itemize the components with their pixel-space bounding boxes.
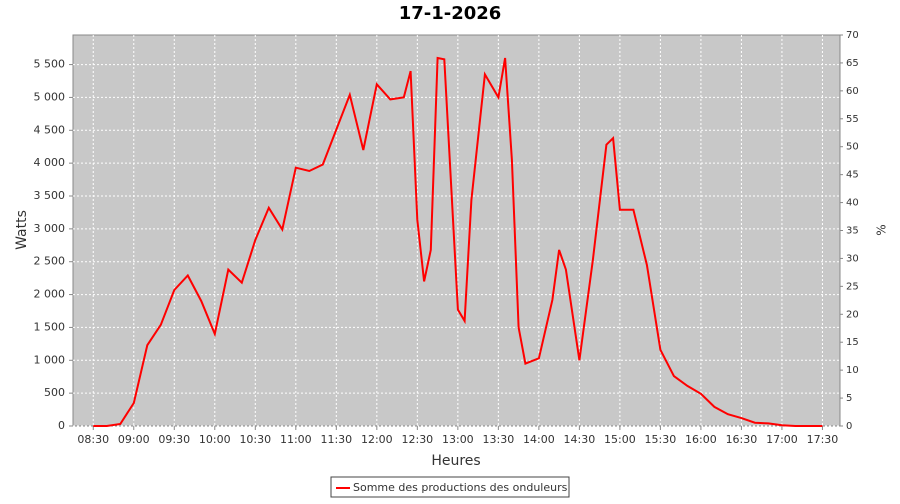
y2-tick-label: 50 <box>846 142 859 153</box>
x-tick-label: 10:00 <box>199 433 231 446</box>
x-tick-label: 13:30 <box>483 433 515 446</box>
y-tick-label: 1 000 <box>34 353 66 366</box>
x-tick-label: 17:00 <box>766 433 798 446</box>
x-tick-label: 11:30 <box>320 433 352 446</box>
legend: Somme des productions des onduleurs <box>330 476 570 498</box>
x-tick-label: 10:30 <box>239 433 271 446</box>
y-tick-label: 2 000 <box>34 288 66 301</box>
y-tick-label: 0 <box>58 419 65 432</box>
y2-tick-label: 70 <box>846 30 859 41</box>
y2-tick-label: 30 <box>846 253 859 264</box>
series-line <box>93 56 823 427</box>
x-tick-label: 12:30 <box>401 433 433 446</box>
x-tick-label: 16:30 <box>726 433 758 446</box>
y-tick-label: 5 000 <box>34 90 66 103</box>
y-axis-label: Watts <box>14 210 30 250</box>
y2-tick-label: 0 <box>846 421 852 432</box>
x-tick-label: 14:00 <box>523 433 555 446</box>
x-tick-label: 15:00 <box>604 433 636 446</box>
y2-tick-label: 65 <box>846 58 859 69</box>
y2-tick-label: 15 <box>846 337 859 348</box>
chart-title: 17-1-2026 <box>399 3 502 24</box>
y2-tick-label: 55 <box>846 114 859 125</box>
y-tick-label: 1 500 <box>34 320 66 333</box>
y-tick-label: 2 500 <box>34 255 66 268</box>
y2-tick-label: 35 <box>846 226 859 237</box>
y2-axis-label: % <box>875 224 889 235</box>
x-tick-label: 13:00 <box>442 433 474 446</box>
x-tick-label: 12:00 <box>361 433 393 446</box>
y2-tick-label: 25 <box>846 281 859 292</box>
y2-tick-label: 40 <box>846 198 859 209</box>
y-tick-label: 5 500 <box>34 58 66 71</box>
x-tick-label: 09:00 <box>118 433 150 446</box>
y2-tick-label: 45 <box>846 170 859 181</box>
y-tick-label: 3 500 <box>34 189 66 202</box>
y2-tick-label: 10 <box>846 365 859 376</box>
legend-box <box>330 476 570 498</box>
y-tick-label: 500 <box>44 386 65 399</box>
legend-label: Somme des productions des onduleurs <box>353 481 568 494</box>
x-tick-label: 09:30 <box>158 433 190 446</box>
x-tick-label: 14:30 <box>564 433 596 446</box>
y-tick-label: 4 500 <box>34 123 66 136</box>
x-tick-label: 17:30 <box>807 433 839 446</box>
plot-area <box>72 34 841 427</box>
y-tick-label: 4 000 <box>34 156 66 169</box>
y2-tick-label: 5 <box>846 393 852 404</box>
y2-tick-label: 20 <box>846 309 859 320</box>
x-tick-label: 15:30 <box>645 433 677 446</box>
x-axis-label: Heures <box>431 453 480 469</box>
x-tick-label: 16:00 <box>685 433 717 446</box>
y-tick-label: 3 000 <box>34 222 66 235</box>
x-tick-label: 08:30 <box>77 433 109 446</box>
y2-tick-label: 60 <box>846 86 859 97</box>
x-tick-label: 11:00 <box>280 433 312 446</box>
